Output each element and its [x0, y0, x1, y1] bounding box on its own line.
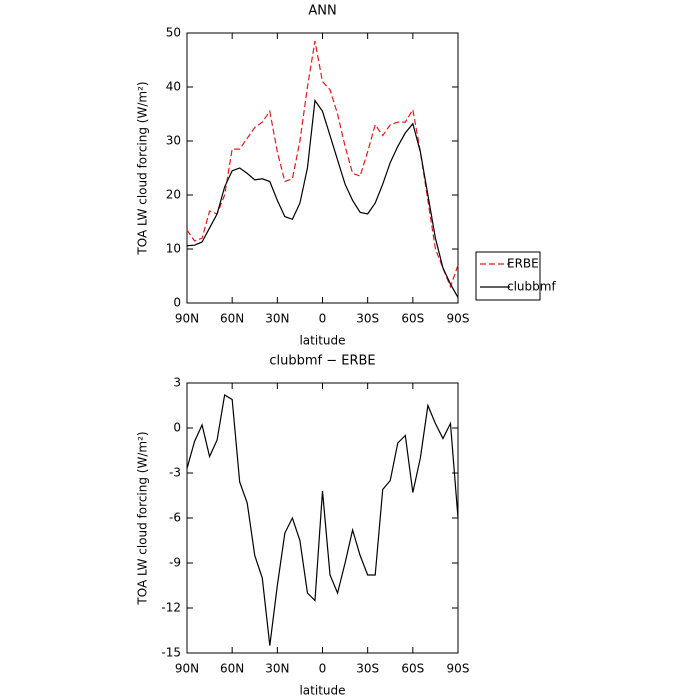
x-tick-label: 90N	[175, 662, 199, 676]
y-tick-label: 30	[166, 134, 181, 148]
x-tick-label: 30N	[265, 312, 289, 326]
y-tick-label: 0	[173, 296, 181, 310]
legend-box	[475, 251, 541, 301]
plot-frame	[186, 32, 459, 304]
data-line	[186, 394, 459, 646]
x-tick-label: 90S	[447, 312, 470, 326]
x-tick-label: 30S	[356, 662, 379, 676]
data-line	[186, 98, 459, 298]
x-tick-label: 30S	[356, 312, 379, 326]
data-line	[186, 40, 459, 289]
plot-frame	[186, 382, 459, 654]
chart-title: clubbmf − ERBE	[269, 354, 375, 369]
y-tick-label: 0	[173, 421, 181, 435]
x-tick-label: 90S	[447, 662, 470, 676]
y-tick-label: -6	[169, 511, 181, 525]
x-tick-label: 60S	[401, 312, 424, 326]
y-tick-label: 40	[166, 80, 181, 94]
y-tick-label: -3	[169, 466, 181, 480]
y-tick-label: -9	[169, 556, 181, 570]
y-tick-label: 10	[166, 242, 181, 256]
x-tick-label: 60S	[401, 662, 424, 676]
chart-title: ANN	[308, 4, 336, 19]
y-axis-label: TOA LW cloud forcing (W/m²)	[136, 81, 150, 255]
legend-label: clubbmf	[507, 280, 556, 294]
x-tick-label: 60N	[220, 312, 244, 326]
y-tick-label: 20	[166, 188, 181, 202]
y-tick-label: 50	[166, 26, 181, 40]
x-tick-label: 30N	[265, 662, 289, 676]
legend-label: ERBE	[507, 257, 539, 271]
y-tick-label: 3	[173, 376, 181, 390]
x-tick-label: 0	[319, 662, 327, 676]
x-tick-label: 90N	[175, 312, 199, 326]
y-tick-label: -15	[161, 646, 181, 660]
x-axis-label: latitude	[299, 684, 345, 698]
x-tick-label: 0	[319, 312, 327, 326]
x-tick-label: 60N	[220, 662, 244, 676]
y-axis-label: TOA LW cloud forcing (W/m²)	[136, 431, 150, 605]
y-tick-label: -12	[161, 601, 181, 615]
x-axis-label: latitude	[299, 334, 345, 348]
